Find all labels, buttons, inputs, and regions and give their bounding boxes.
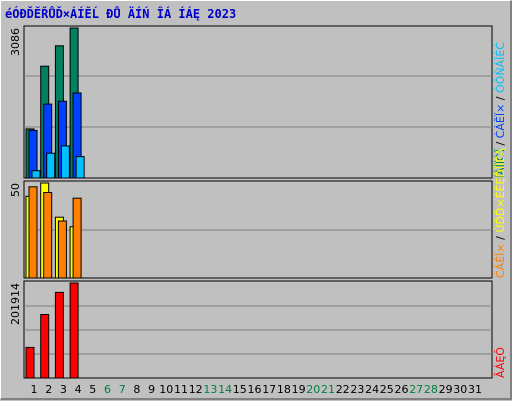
bar-middle-3 [57,220,67,279]
x-tick-label: 22 [336,383,350,396]
y-max-label: 201914 [9,283,22,325]
x-tick-label: 23 [350,383,364,396]
x-tick-label: 11 [174,383,188,396]
y-max-label: 50 [9,183,22,197]
legend-bottom: ÂÁĘÔ [494,347,507,378]
bar-bottom-3 [54,291,64,379]
x-tick-label: 2 [45,383,52,396]
bar-middle-1 [28,186,38,279]
y-max-label: 3086 [9,28,22,56]
panel-top [23,25,493,179]
x-tick-label: 18 [277,383,291,396]
x-tick-label: 5 [89,383,96,396]
bar-top-2 [46,152,56,179]
legend-top: ĺÁÍÏÓÎ / ĆÁĚÏ× / ÓÔŇÁÎÉĆ [494,42,507,178]
x-tick-label: 14 [218,383,232,396]
x-tick-label: 29 [439,383,453,396]
bar-middle-2 [43,192,53,279]
legend-middle: ĆÁĚÏ× / ÚĎĎ×ÉĚĘĎÎÍÉĄ [494,148,507,278]
chart-title: éÓĐĎĚŘŮĎ×ÁÍĚĹ ĐŮ ÄÍŃ ÎÁ ÍÁĘ 2023 [5,7,237,21]
x-tick-label: 1 [31,383,38,396]
x-tick-label: 27 [409,383,423,396]
legend-part: ĆÁĚÏ× [494,104,507,139]
x-tick-label: 12 [189,383,203,396]
x-tick-label: 17 [262,383,276,396]
x-tick-label: 9 [148,383,155,396]
x-tick-label: 19 [292,383,306,396]
x-tick-label: 28 [424,383,438,396]
x-tick-label: 30 [453,383,467,396]
x-tick-label: 21 [321,383,335,396]
x-tick-label: 16 [248,383,262,396]
bar-bottom-1 [25,346,35,379]
x-tick-label: 3 [60,383,67,396]
x-tick-label: 7 [119,383,126,396]
x-tick-label: 6 [104,383,111,396]
legend-part: ĆÁĚÏ× [494,243,507,278]
legend-part: ÂÁĘÔ [494,347,507,378]
x-tick-label: 26 [395,383,409,396]
legend-part: ÓÔŇÁÎÉĆ [494,42,507,93]
legend-part: ÚĎĎ×ÉĚĘĎÎÍÉĄ [494,148,507,233]
x-tick-label: 25 [380,383,394,396]
bar-bottom-4 [69,282,79,379]
x-tick-label: 13 [203,383,217,396]
x-tick-label: 24 [365,383,379,396]
x-tick-label: 10 [159,383,173,396]
legend-part: / [494,233,507,244]
bar-top-4 [75,156,85,179]
bar-middle-4 [72,197,82,279]
x-tick-label: 20 [306,383,320,396]
x-tick-label: 8 [133,383,140,396]
legend-part: / [494,138,507,149]
legend-part: ĺÁÍÏÓÎ [494,148,507,178]
bar-bottom-2 [40,313,50,379]
x-tick-label: 4 [75,383,82,396]
x-tick-label: 15 [233,383,247,396]
bar-top-3 [60,145,70,179]
bar-top-1 [31,170,41,179]
x-tick-label: 31 [468,383,482,396]
legend-part: / [494,93,507,104]
